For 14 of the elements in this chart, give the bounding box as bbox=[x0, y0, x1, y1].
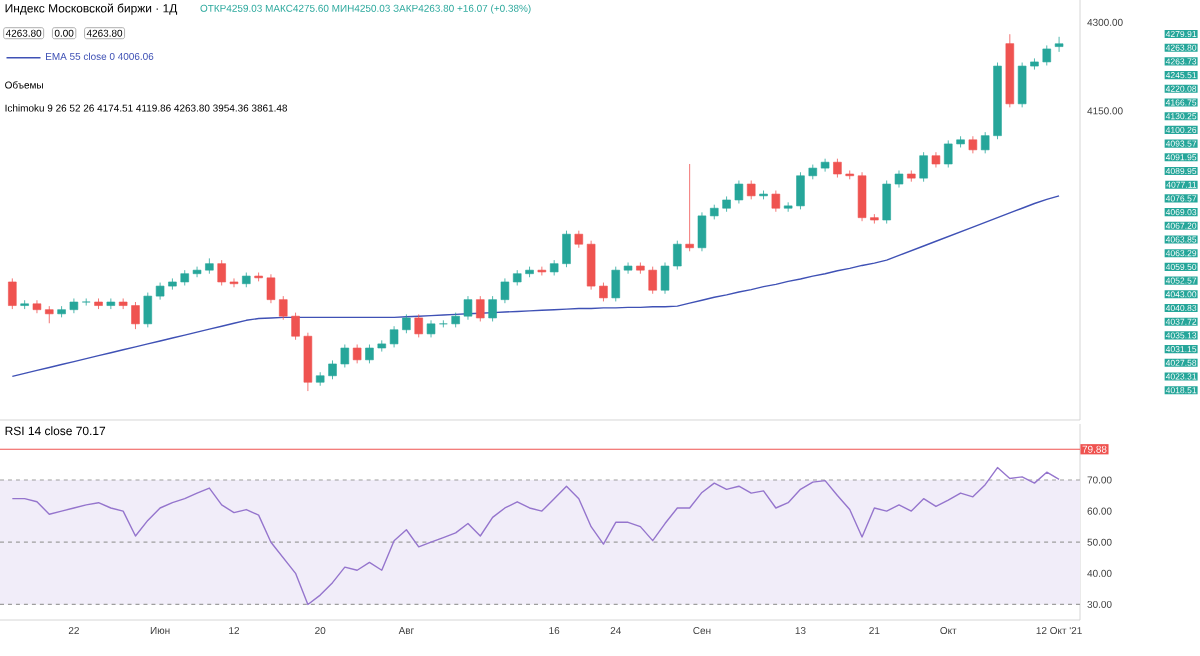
candlestick bbox=[414, 314, 423, 338]
candlestick bbox=[352, 344, 362, 364]
candlestick bbox=[771, 190, 781, 213]
candlestick bbox=[1054, 36, 1064, 53]
candlestick bbox=[685, 163, 694, 252]
candlestick bbox=[931, 151, 941, 168]
candlestick bbox=[81, 298, 91, 306]
candlestick bbox=[537, 266, 547, 276]
candlestick bbox=[8, 278, 17, 310]
candlestick bbox=[746, 180, 756, 200]
candlestick bbox=[820, 158, 830, 173]
candlestick bbox=[476, 295, 485, 322]
candlestick bbox=[143, 292, 153, 328]
candlestick bbox=[919, 151, 928, 183]
